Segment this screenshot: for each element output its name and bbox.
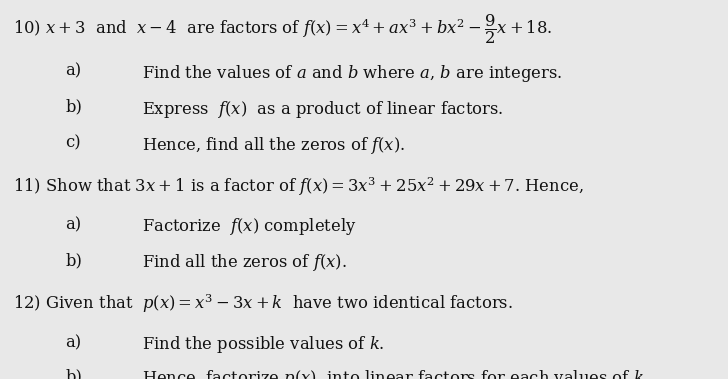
Text: Find the possible values of $k$.: Find the possible values of $k$. bbox=[142, 334, 384, 355]
Text: 12) Given that  $p(x)=x^3-3x+k$  have two identical factors.: 12) Given that $p(x)=x^3-3x+k$ have two … bbox=[13, 293, 513, 315]
Text: 11) Show that $3x+1$ is a factor of $f(x)=3x^3+25x^2+29x+7$. Hence,: 11) Show that $3x+1$ is a factor of $f(x… bbox=[13, 175, 584, 198]
Text: Hence, factorize $p(x)$  into linear factors for each values of $k$.: Hence, factorize $p(x)$ into linear fact… bbox=[142, 368, 649, 379]
Text: a): a) bbox=[66, 216, 82, 233]
Text: b): b) bbox=[66, 99, 82, 116]
Text: a): a) bbox=[66, 63, 82, 80]
Text: 10) $x+3$  and  $x-4$  are factors of $f(x)=x^4+ax^3+bx^2-\dfrac{9}{2}x+18$.: 10) $x+3$ and $x-4$ are factors of $f(x)… bbox=[13, 13, 553, 46]
Text: c): c) bbox=[66, 135, 81, 152]
Text: Hence, find all the zeros of $f(x)$.: Hence, find all the zeros of $f(x)$. bbox=[142, 135, 405, 155]
Text: Express  $f(x)$  as a product of linear factors.: Express $f(x)$ as a product of linear fa… bbox=[142, 99, 503, 119]
Text: b): b) bbox=[66, 368, 82, 379]
Text: Factorize  $f(x)$ completely: Factorize $f(x)$ completely bbox=[142, 216, 357, 237]
Text: Find all the zeros of $f(x)$.: Find all the zeros of $f(x)$. bbox=[142, 252, 347, 273]
Text: a): a) bbox=[66, 334, 82, 351]
Text: b): b) bbox=[66, 252, 82, 269]
Text: Find the values of $a$ and $b$ where $a$, $b$ are integers.: Find the values of $a$ and $b$ where $a$… bbox=[142, 63, 562, 83]
